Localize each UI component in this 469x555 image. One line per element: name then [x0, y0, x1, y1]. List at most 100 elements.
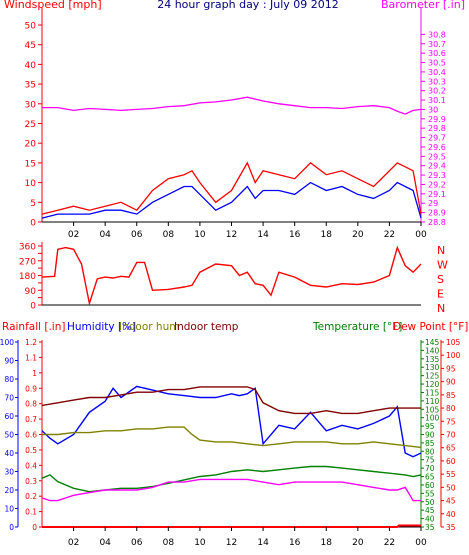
p3-rain-tick-label: 0.5	[25, 446, 37, 455]
p3-rain-tick-label: 0.3	[25, 477, 37, 486]
p3-dew-tick-label: 105	[446, 338, 461, 347]
p3-dew-tick-label: 40	[446, 510, 456, 519]
p3-hum-tick-label: 60	[4, 412, 14, 421]
p1-right-tick-label: 28.9	[428, 209, 446, 218]
p3-temp-tick-label: 115	[425, 388, 440, 397]
p1-right-tick-label: 30.8	[428, 30, 446, 39]
p3-series-line-2	[41, 386, 421, 415]
p3-x-tick-label: 00	[415, 538, 427, 548]
p3-dew-tick-label: 95	[446, 364, 456, 373]
p3-rain-tick-label: 0.6	[25, 431, 37, 440]
p3-temp-tick-label: 145	[425, 338, 440, 347]
p1-left-tick-label: 5	[30, 199, 36, 209]
p3-rain-tick-label: 0.7	[25, 415, 37, 424]
p3-temp-tick-label: 125	[425, 372, 440, 381]
p3-temp-tick-label: 50	[425, 498, 435, 507]
p3-dew-tick-label: 75	[446, 417, 456, 426]
p3-temp-tick-label: 55	[425, 489, 435, 498]
p2-series-line-0	[41, 245, 422, 307]
p3-temp-tick-label: 60	[425, 481, 435, 490]
panel3-legend: Rainfall [.in] Humidity [%] Indoor hum I…	[2, 321, 468, 333]
p3-temp-tick-label: 120	[425, 380, 440, 389]
p3-dew-tick-label: 80	[446, 404, 456, 413]
p3-rain-tick-label: 0.8	[25, 400, 37, 409]
p3-hum-tick-label: 20	[4, 486, 14, 495]
p3-dew-tick-label: 35	[446, 523, 456, 532]
p1-x-tick-label: 10	[194, 230, 206, 240]
p1-left-tick-label: 15	[25, 159, 36, 169]
p3-rain-tick-label: 0.1	[25, 508, 37, 517]
p1-left-tick-label: 50	[25, 22, 37, 32]
p1-right-tick-label: 30.3	[428, 77, 446, 86]
p3-hum-tick-label: 0	[9, 523, 14, 532]
p3-x-tick-label: 10	[194, 538, 206, 548]
p3-x-tick-label: 20	[352, 538, 364, 548]
p1-series-line-1	[41, 161, 422, 215]
p3-hum-tick-label: 10	[4, 505, 14, 514]
p3-rain-tick-label: 0.4	[25, 461, 37, 470]
p3-rain-tick-label: 1.1	[25, 353, 37, 362]
p3-temp-tick-label: 85	[425, 439, 435, 448]
p1-right-tick-label: 29.7	[428, 134, 446, 143]
p3-rain-tick-label: 1.2	[25, 338, 37, 347]
p1-right-tick-label: 29.1	[428, 190, 446, 199]
p3-dew-tick-label: 60	[446, 457, 456, 466]
p3-temp-tick-label: 40	[425, 515, 435, 524]
p1-right-tick-label: 30.7	[428, 40, 446, 49]
legend-temperature: Temperature [°F]	[312, 321, 402, 333]
p1-x-tick-label: 18	[321, 230, 333, 240]
p1-left-tick-label: 30	[25, 100, 37, 110]
p1-right-tick-label: 29.9	[428, 115, 446, 124]
p1-left-tick-label: 0	[30, 219, 36, 229]
p3-dew-tick-label: 70	[446, 431, 456, 440]
p3-temp-tick-label: 65	[425, 473, 435, 482]
legend-indoor-hum: Indoor hum	[119, 321, 179, 333]
p3-dew-tick-label: 90	[446, 378, 456, 387]
p2-left-tick-label: 360	[19, 243, 36, 253]
p1-right-tick-label: 30.1	[428, 96, 446, 105]
p2-left-tick-label: 0	[30, 302, 36, 312]
p3-temp-tick-label: 130	[425, 363, 440, 372]
p3-hum-tick-label: 90	[4, 357, 14, 366]
p2-left-tick-label: 180	[19, 272, 36, 282]
p1-right-tick-label: 30.5	[428, 59, 446, 68]
p3-x-tick-label: 18	[321, 538, 333, 548]
p1-right-tick-label: 30.6	[428, 49, 446, 58]
p2-left-tick-label: 270	[19, 257, 36, 267]
p1-right-tick-label: 30.4	[428, 68, 446, 77]
p3-temp-tick-label: 70	[425, 464, 435, 473]
legend-indoor-temp: Indoor temp	[174, 321, 239, 333]
p1-right-tick-label: 29.3	[428, 171, 446, 180]
p3-temp-tick-label: 95	[425, 422, 435, 431]
p3-temp-tick-label: 90	[425, 431, 435, 440]
p1-x-tick-label: 12	[226, 230, 237, 240]
p3-temp-tick-label: 100	[425, 414, 440, 423]
p1-left-tick-label: 35	[25, 81, 36, 91]
p2-compass-label: W	[437, 259, 448, 272]
p1-right-tick-label: 29.4	[428, 162, 446, 171]
p3-temp-tick-label: 105	[425, 405, 440, 414]
p3-x-tick-label: 06	[131, 538, 143, 548]
p3-temp-tick-label: 35	[425, 523, 435, 532]
p1-series-line-0	[42, 96, 422, 115]
p3-x-tick-label: 14	[257, 538, 269, 548]
p1-left-tick-label: 45	[25, 41, 36, 51]
p3-hum-tick-label: 40	[4, 449, 14, 458]
p3-dew-tick-label: 85	[446, 391, 456, 400]
p3-x-tick-label: 12	[226, 538, 237, 548]
p3-x-tick-label: 16	[289, 538, 301, 548]
p3-series-line-5	[42, 524, 421, 528]
p1-left-tick-label: 20	[25, 140, 37, 150]
p1-right-tick-label: 29.2	[428, 180, 446, 189]
p3-hum-tick-label: 100	[0, 338, 14, 347]
p3-temp-tick-label: 75	[425, 456, 435, 465]
panel1-left-axis-label: Windspeed [mph]	[4, 0, 102, 11]
p3-temp-tick-label: 140	[425, 346, 440, 355]
p1-right-tick-label: 29	[428, 199, 438, 208]
p2-left-tick-label: 90	[25, 287, 37, 297]
p3-hum-tick-label: 70	[4, 394, 14, 403]
legend-rainfall: Rainfall [.in]	[2, 321, 65, 333]
p3-dew-tick-label: 100	[446, 351, 461, 360]
